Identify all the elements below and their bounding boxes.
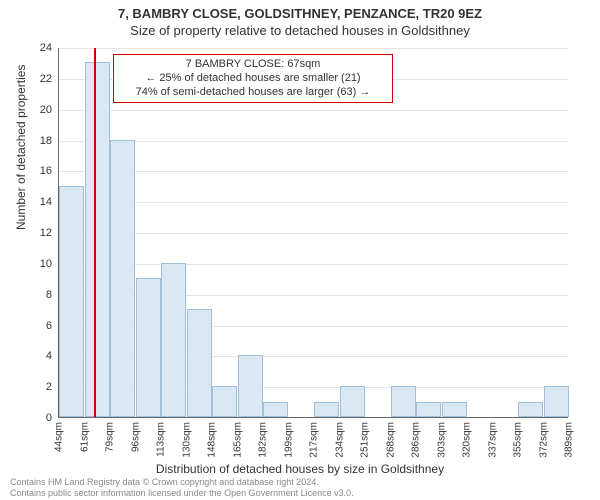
page-title-subtitle: Size of property relative to detached ho… [0,23,600,38]
y-tick-label: 0 [28,412,52,424]
gridline [59,202,568,203]
x-tick-label: 96sqm [130,422,141,452]
y-tick-label: 20 [28,104,52,116]
y-tick-label: 2 [28,381,52,393]
gridline [59,233,568,234]
y-tick-label: 10 [28,258,52,270]
gridline [59,48,568,49]
x-tick-label: 389sqm [564,422,575,458]
histogram-bar [161,263,186,417]
y-tick-label: 6 [28,320,52,332]
footer-line-2: Contains public sector information licen… [10,488,354,498]
x-tick-label: 320sqm [462,422,473,458]
x-tick-label: 79sqm [105,422,116,452]
histogram-bar [110,140,135,418]
x-tick-label: 165sqm [232,422,243,458]
histogram-bar [212,386,237,417]
histogram-bar [59,186,84,417]
x-tick-label: 148sqm [207,422,218,458]
x-tick-label: 286sqm [411,422,422,458]
histogram-bar [416,402,441,417]
reference-line [94,48,96,417]
x-tick-label: 113sqm [156,422,167,457]
x-tick-label: 372sqm [538,422,549,458]
chart-area: 02468101214161820222444sqm61sqm79sqm96sq… [58,48,568,418]
histogram-bar [314,402,339,417]
x-tick-label: 355sqm [513,422,524,458]
histogram-bar [136,278,161,417]
histogram-bar [442,402,467,417]
histogram-bar [340,386,365,417]
histogram-bar [238,355,263,417]
plot-region: 02468101214161820222444sqm61sqm79sqm96sq… [58,48,568,418]
x-tick-label: 61sqm [79,422,90,452]
y-tick-label: 18 [28,135,52,147]
attribution-footer: Contains HM Land Registry data © Crown c… [10,477,354,498]
x-tick-label: 130sqm [181,422,192,458]
histogram-bar [391,386,416,417]
x-tick-label: 182sqm [258,422,269,458]
info-line: 7 BAMBRY CLOSE: 67sqm [120,58,386,72]
y-tick-label: 22 [28,73,52,85]
page-title-address: 7, BAMBRY CLOSE, GOLDSITHNEY, PENZANCE, … [0,6,600,21]
y-tick-label: 8 [28,289,52,301]
y-tick-label: 12 [28,227,52,239]
x-tick-label: 337sqm [487,422,498,458]
info-line: ← 25% of detached houses are smaller (21… [120,72,386,86]
y-axis-label: Number of detached properties [14,65,28,230]
x-tick-label: 217sqm [309,422,320,458]
y-tick-label: 24 [28,42,52,54]
x-axis-label: Distribution of detached houses by size … [0,462,600,476]
y-tick-label: 16 [28,165,52,177]
gridline [59,110,568,111]
histogram-bar [518,402,543,417]
x-tick-label: 268sqm [385,422,396,458]
info-callout-box: 7 BAMBRY CLOSE: 67sqm← 25% of detached h… [113,54,393,103]
y-tick-label: 4 [28,350,52,362]
y-tick-label: 14 [28,196,52,208]
x-tick-label: 199sqm [283,422,294,458]
histogram-bar [263,402,288,417]
x-tick-label: 303sqm [436,422,447,458]
x-tick-label: 251sqm [360,422,371,458]
histogram-bar [544,386,569,417]
footer-line-1: Contains HM Land Registry data © Crown c… [10,477,354,487]
gridline [59,141,568,142]
histogram-bar [85,62,110,417]
gridline [59,264,568,265]
x-tick-label: 44sqm [54,422,65,452]
info-line: 74% of semi-detached houses are larger (… [120,86,386,100]
histogram-bar [187,309,212,417]
gridline [59,171,568,172]
x-tick-label: 234sqm [334,422,345,458]
